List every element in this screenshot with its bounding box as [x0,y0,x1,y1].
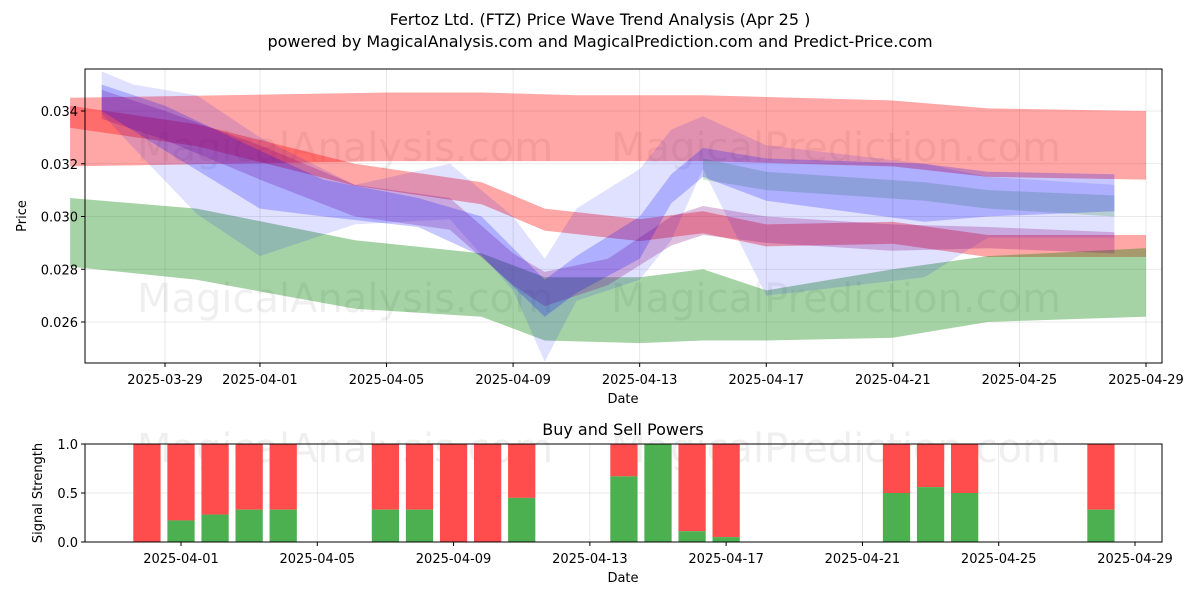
buy-bar [882,493,911,542]
buy-bar [610,476,638,542]
price-x-tick-label: 2025-04-05 [349,373,425,388]
sell-bar [916,444,945,488]
price-x-tick-label: 2025-04-17 [728,373,804,388]
sell-bar [439,444,468,542]
price-x-tick-label: 2025-04-09 [475,373,551,388]
price-y-tick-label: 0.034 [41,105,78,120]
sell-bar [951,444,979,493]
price-x-axis: 2025-03-29 2025-04-01 2025-04-05 2025-04-09… [127,363,1184,388]
sell-bar [610,444,638,477]
price-band-red-0 [70,92,1147,180]
price-y-tick-label: 0.028 [41,263,78,278]
sell-bar [133,444,161,542]
sell-bar [167,444,195,521]
buy-bar [508,497,536,542]
signal-x-tick-label: 2025-04-13 [552,552,628,567]
sell-bar [201,444,229,515]
price-x-tick-label: 2025-04-25 [982,373,1058,388]
price-chart: MagicalAnalysis.com MagicalPrediction.co… [15,68,1184,407]
buy-bar [1087,509,1115,542]
sell-bar [882,444,911,493]
signal-chart: Buy and Sell Powers MagicalAnalysis.com … [31,420,1173,586]
signal-y-label: Signal Strength [31,443,46,543]
price-band-blue-6 [101,84,1115,317]
signal-x-tick-label: 2025-04-21 [825,552,901,567]
price-y-tick-label: 0.026 [41,316,78,331]
price-band-red-1 [70,105,1147,257]
price-y-axis: 0.026 0.028 0.030 0.032 0.034 [41,105,85,331]
sell-bar [405,444,434,510]
sell-bar [678,444,706,532]
watermark-analysis-mid: MagicalAnalysis.com [137,276,553,322]
sell-bar [371,444,400,510]
buy-bar [269,509,297,542]
buy-bar [167,520,195,542]
signal-x-tick-label: 2025-04-09 [416,552,492,567]
sell-bar [712,444,740,538]
signal-chart-title: Buy and Sell Powers [542,420,704,439]
price-x-label: Date [607,392,638,407]
price-band-green-4 [703,158,1115,217]
price-y-tick-label: 0.032 [41,158,78,173]
price-watermarks: MagicalAnalysis.com MagicalPrediction.co… [137,125,1061,322]
price-x-tick-label: 2025-04-13 [602,373,678,388]
sell-bar [474,444,502,542]
buy-bar [916,487,945,542]
signal-x-tick-label: 2025-04-25 [961,552,1037,567]
signal-y-tick-label: 1.0 [57,438,78,453]
signal-x-label: Date [607,571,638,586]
chart-title: Fertoz Ltd. (FTZ) Price Wave Trend Analy… [390,10,811,29]
sell-bar [269,444,297,510]
price-band-green-2 [70,198,1147,344]
price-grid [85,69,1162,363]
signal-x-tick-label: 2025-04-29 [1097,552,1173,567]
price-y-label: Price [15,200,30,232]
sell-bar [1087,444,1115,510]
buy-bar [712,537,740,542]
price-x-tick-label: 2025-04-21 [855,373,931,388]
watermark-analysis-top: MagicalAnalysis.com [137,125,553,171]
signal-x-axis: 2025-04-01 2025-04-05 2025-04-09 2025-04-13… [143,542,1173,567]
buy-bar [371,509,400,542]
signal-y-tick-label: 0.5 [57,487,78,502]
signal-x-tick-label: 2025-04-05 [280,552,356,567]
price-band-blue-3 [101,71,1115,362]
signal-y-axis: 0.0 0.5 1.0 [57,438,85,551]
price-x-tick-label: 2025-03-29 [127,373,203,388]
signal-y-tick-label: 0.0 [57,536,78,551]
buy-bar [644,444,672,542]
watermark-prediction-mid: MagicalPrediction.com [611,276,1061,322]
signal-x-tick-label: 2025-04-17 [688,552,764,567]
price-x-tick-label: 2025-04-29 [1108,373,1184,388]
signal-bars [133,444,1115,542]
sell-bar [508,444,536,498]
chart-subtitle: powered by MagicalAnalysis.com and Magic… [267,32,932,51]
price-band-purple-5 [101,89,1115,307]
buy-bar [678,531,706,542]
price-y-tick-label: 0.030 [41,211,78,226]
buy-bar [235,509,263,542]
price-bands [70,71,1147,362]
buy-bar [201,514,229,542]
buy-bar [951,493,979,542]
watermark-prediction-top: MagicalPrediction.com [611,125,1061,171]
price-x-tick-label: 2025-04-01 [222,373,298,388]
price-plot-frame [85,69,1162,363]
sell-bar [235,444,263,510]
signal-x-tick-label: 2025-04-01 [143,552,219,567]
buy-bar [405,509,434,542]
